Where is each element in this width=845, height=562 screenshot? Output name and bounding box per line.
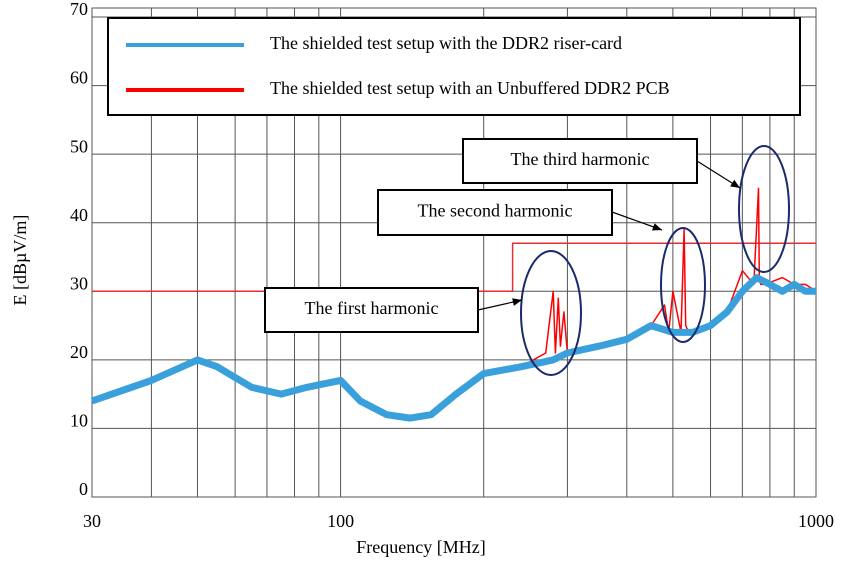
annotation-box [377,189,613,236]
annotation-text: The first harmonic [305,298,439,318]
annotation-text: The second harmonic [418,201,573,221]
x-tick-label: 100 [327,511,354,531]
legend-label: The shielded test setup with the DDR2 ri… [270,33,622,53]
series-line [90,274,816,422]
arrow-head [730,179,740,188]
y-tick-label: 0 [79,479,88,499]
annotation-box [264,287,479,333]
x-tick-label: 1000 [798,511,834,531]
y-tick-label: 20 [70,342,88,362]
highlight-ellipse [520,250,582,376]
x-tick-label: 30 [83,511,101,531]
legend-label: The shielded test setup with an Unbuffer… [270,78,670,98]
y-tick-label: 70 [70,0,88,19]
x-axis-label: Frequency [MHz] [356,537,485,557]
y-tick-label: 60 [70,68,88,88]
y-axis-label: E [dBµV/m] [10,215,30,306]
arrow-head [512,298,522,306]
y-tick-label: 40 [70,205,88,225]
annotation-box [462,138,698,184]
arrow-head [652,223,662,231]
highlight-ellipse [660,227,706,343]
y-tick-label: 10 [70,411,88,431]
annotation-text: The third harmonic [511,149,650,169]
legend [107,17,801,116]
y-tick-label: 30 [70,273,88,293]
limit-line [92,242,816,293]
y-tick-label: 50 [70,136,88,156]
highlight-ellipse [738,145,790,273]
